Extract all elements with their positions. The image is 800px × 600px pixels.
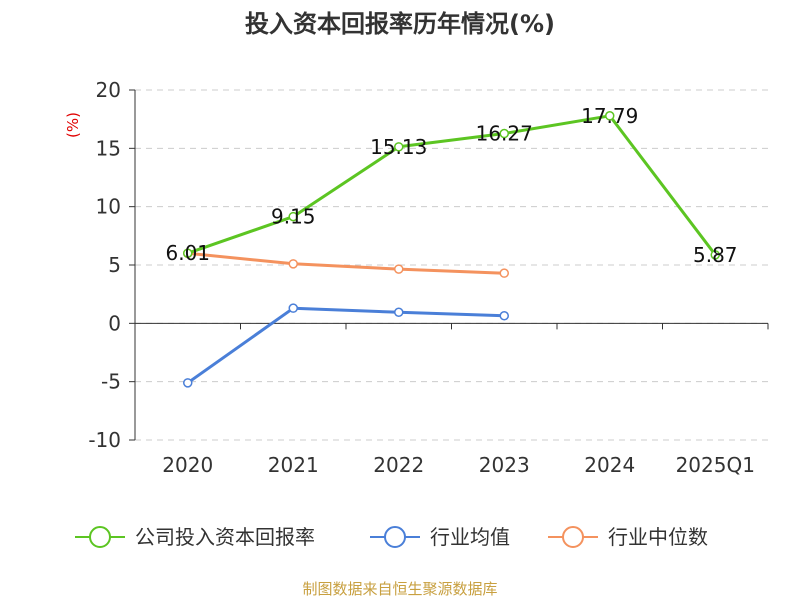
data-labels: 6.01 9.15 15.13 16.27 17.79 5.87 (165, 104, 737, 267)
y-tick-label: -10 (88, 428, 121, 452)
data-point (605, 111, 615, 121)
series-line (187, 251, 505, 275)
legend-label: 公司投入资本回报率 (135, 525, 315, 549)
source-note: 制图数据来自恒生聚源数据库 (302, 580, 497, 598)
x-tick-label: 2021 (268, 453, 319, 477)
data-point (183, 248, 193, 258)
axes: 20 15 10 5 0 -5 -10 2020 2021 2022 2023 2024 2025Q1 (88, 78, 769, 477)
legend-swatch-marker (89, 526, 111, 548)
data-point (183, 378, 193, 388)
series-line (186, 306, 505, 385)
y-tick-label: 0 (108, 311, 121, 335)
series-layer (183, 111, 720, 388)
data-point (288, 259, 298, 269)
data-point (394, 307, 404, 317)
y-tick-label: 5 (108, 253, 121, 277)
y-axis-unit-label: (%) (64, 112, 82, 138)
data-label: 9.15 (271, 205, 316, 229)
x-tick-label: 2022 (373, 453, 424, 477)
data-label: 15.13 (370, 135, 427, 159)
legend-swatch-marker (384, 526, 406, 548)
legend-label: 行业均值 (430, 525, 510, 549)
gridlines (135, 89, 768, 441)
data-label: 6.01 (165, 241, 210, 265)
legend-label: 行业中位数 (608, 525, 708, 549)
data-label: 5.87 (693, 243, 738, 267)
x-tick-label: 2023 (479, 453, 530, 477)
data-point (394, 264, 404, 274)
x-tick-label: 2025Q1 (676, 453, 755, 477)
data-point (499, 268, 509, 278)
y-tick-label: 20 (96, 78, 121, 102)
data-point (499, 128, 509, 139)
data-point (288, 303, 298, 313)
data-point (394, 142, 404, 152)
legend: 公司投入资本回报率 行业均值 行业中位数 (75, 525, 708, 549)
x-tick-label: 2020 (162, 453, 213, 477)
legend-swatch-marker (562, 526, 584, 548)
data-point (288, 211, 298, 222)
data-point (710, 250, 720, 260)
data-label: 16.27 (476, 122, 533, 146)
chart-title: 投入资本回报率历年情况(%) (245, 10, 555, 38)
data-point (499, 311, 509, 321)
y-tick-label: 15 (96, 136, 121, 160)
data-label: 17.79 (581, 104, 638, 128)
y-tick-label: 10 (96, 195, 121, 219)
y-tick-label: -5 (101, 370, 121, 394)
x-tick-label: 2024 (584, 453, 635, 477)
series-line (187, 114, 717, 256)
